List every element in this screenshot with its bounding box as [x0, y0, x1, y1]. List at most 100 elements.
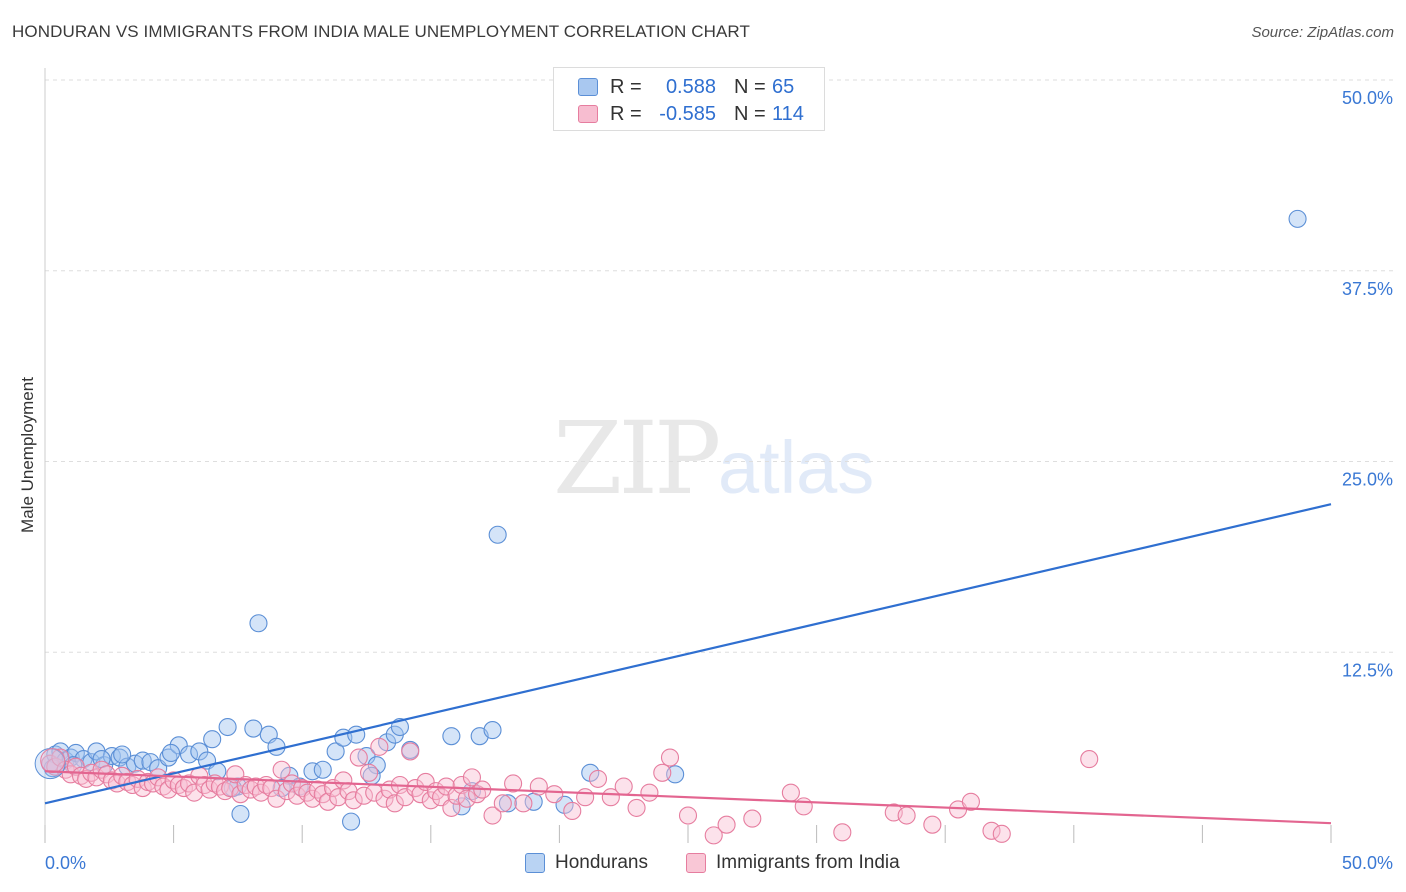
data-point [267, 789, 286, 808]
data-point [396, 788, 415, 807]
data-point [401, 742, 420, 761]
data-point [457, 789, 476, 808]
axes [44, 68, 1332, 843]
stats-row-hondurans: R = 0.588 N = 65 [578, 75, 794, 99]
data-point [342, 812, 361, 831]
data-point [678, 806, 698, 825]
chart-title: HONDURAN VS IMMIGRANTS FROM INDIA MALE U… [12, 22, 750, 41]
data-point [334, 771, 353, 790]
data-point [272, 779, 291, 798]
legend-item-hondurans[interactable]: Hondurans [525, 852, 648, 874]
data-point [717, 815, 736, 834]
data-point [488, 525, 507, 544]
data-point [563, 801, 582, 821]
data-point [923, 815, 942, 834]
data-point [576, 788, 595, 807]
data-point [318, 792, 337, 811]
series-hondurans [41, 209, 1307, 831]
data-point [313, 760, 332, 779]
y-tick-label: 37.5% [1342, 279, 1393, 299]
tick-labels: 12.5% 25.0% 37.5% 50.0% 0.0% 50.0% [45, 88, 1393, 873]
data-point [66, 757, 85, 776]
hondurans-swatch [578, 78, 598, 96]
trend-line-india [44, 770, 1332, 825]
data-point [375, 789, 394, 808]
data-point [215, 782, 235, 801]
data-point [272, 760, 291, 779]
data-point [40, 748, 66, 774]
data-point [349, 748, 368, 767]
source-label: Source: ZipAtlas.com [1251, 24, 1394, 41]
data-point [833, 823, 852, 842]
y-tick-label: 12.5% [1342, 660, 1393, 680]
data-point [897, 806, 916, 825]
data-point [203, 730, 222, 749]
data-point [179, 774, 199, 793]
data-point [483, 721, 502, 740]
data-point [421, 791, 440, 810]
gridlines [45, 79, 1393, 653]
data-point [498, 794, 518, 813]
data-point [493, 794, 512, 813]
data-point [360, 763, 379, 782]
watermark-zip: ZIP [553, 400, 721, 517]
r-label: R = [610, 75, 642, 98]
legend-item-india[interactable]: Immigrants from India [686, 852, 900, 874]
data-point [303, 789, 322, 808]
data-point [161, 743, 181, 763]
data-point [504, 774, 523, 793]
data-point [113, 745, 132, 764]
data-point [231, 785, 250, 804]
r-value: 0.588 [665, 75, 716, 98]
data-point [185, 783, 204, 802]
data-point [249, 614, 268, 633]
data-point [110, 748, 129, 767]
data-point [159, 780, 178, 799]
data-point [704, 826, 723, 845]
n-value: 114 [772, 102, 804, 125]
data-point [385, 794, 404, 813]
data-point [545, 785, 564, 804]
trend-lines [44, 503, 1332, 825]
data-point [326, 742, 345, 761]
hondurans-legend-swatch [525, 853, 545, 873]
data-point [344, 791, 363, 810]
y-tick-label: 25.0% [1342, 470, 1393, 490]
data-point [588, 769, 608, 788]
x-tick-label: 0.0% [45, 853, 86, 873]
data-point [743, 809, 762, 828]
data-point [462, 768, 482, 787]
stats-legend: R = 0.588 N = 65 R = -0.585 N = 114 [553, 67, 825, 131]
x-tick-label: 50.0% [1342, 853, 1393, 873]
data-point [329, 788, 348, 807]
watermark-atlas: atlas [718, 426, 875, 509]
data-point [354, 786, 373, 805]
data-point [982, 821, 1001, 840]
data-point [133, 751, 152, 770]
y-tick-label: 50.0% [1342, 88, 1393, 108]
data-point [653, 763, 672, 782]
data-point [231, 804, 250, 824]
data-point [218, 717, 237, 737]
data-point [190, 742, 209, 761]
data-point [169, 736, 188, 755]
trend-line-hondurans [44, 503, 1332, 805]
data-point [514, 794, 533, 813]
stats-row-india: R = -0.585 N = 114 [578, 102, 804, 126]
data-point [154, 777, 173, 796]
india-swatch [578, 105, 598, 123]
data-point [627, 798, 646, 817]
n-value: 65 [772, 75, 795, 98]
data-point [781, 783, 800, 802]
data-points [34, 209, 1307, 845]
data-point [102, 771, 121, 790]
legend-label: Immigrants from India [716, 852, 900, 873]
data-point [640, 783, 659, 802]
data-point [483, 806, 502, 825]
r-value: -0.585 [659, 102, 716, 125]
data-point [614, 777, 633, 796]
data-point [1080, 750, 1099, 769]
legend-label: Hondurans [555, 852, 648, 873]
data-point [179, 745, 199, 764]
